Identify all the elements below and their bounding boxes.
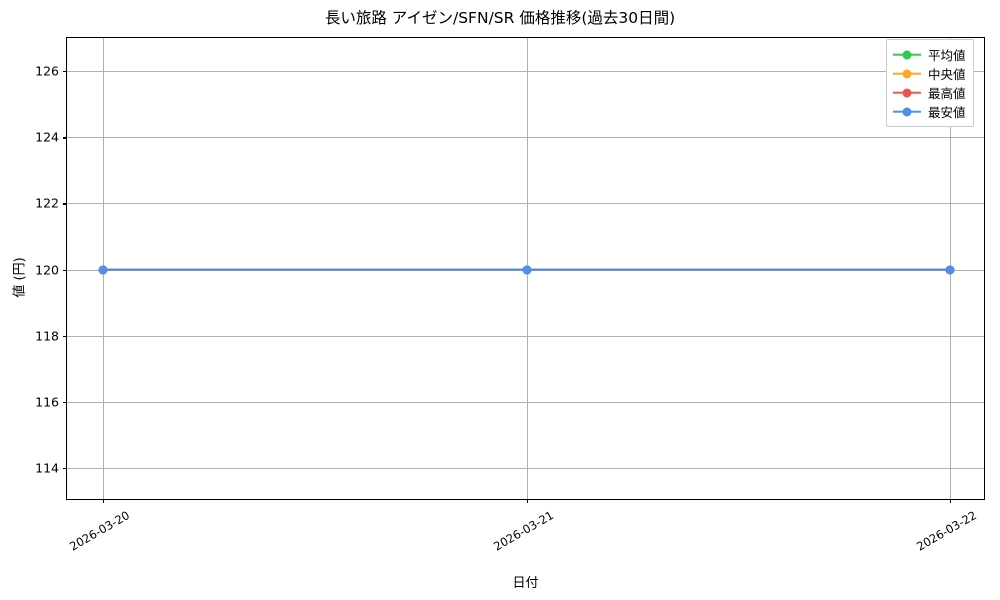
y-tick-label: 122 (35, 195, 59, 211)
y-tick-label: 118 (35, 328, 59, 344)
x-tick-label: 2026-03-20 (67, 508, 132, 554)
y-tick-label: 120 (35, 262, 59, 277)
legend-item[interactable]: 中央値 (893, 64, 966, 83)
y-tick-label: 126 (35, 63, 59, 79)
x-tick-mark (526, 499, 528, 503)
gridline-horizontal (67, 401, 984, 403)
x-tick-mark (950, 499, 952, 503)
legend-swatch-icon (893, 68, 921, 80)
legend-item-label: 最安値 (928, 105, 966, 120)
series-data-point (98, 265, 108, 274)
y-axis-label: 値 (円) (12, 257, 28, 298)
legend-item-label: 最高値 (928, 86, 966, 101)
y-tick-label: 116 (35, 394, 59, 410)
y-tick-mark (63, 269, 67, 271)
y-tick-mark (63, 467, 67, 470)
x-tick-label: 2026-03-21 (490, 508, 556, 554)
gridline-horizontal (67, 137, 984, 139)
y-tick-mark (63, 335, 67, 337)
y-tick-mark (63, 401, 67, 404)
legend-swatch-icon (893, 87, 921, 99)
y-tick-mark (63, 137, 67, 139)
legend-swatch-icon (893, 106, 921, 118)
legend-item-label: 中央値 (928, 67, 966, 82)
x-tick-label: 2026-03-22 (914, 508, 979, 554)
gridline-horizontal (67, 203, 984, 205)
legend-swatch-icon (893, 49, 921, 61)
chart-legend: 平均値中央値最高値最安値 (886, 39, 974, 127)
legend-item-label: 平均値 (928, 48, 966, 63)
legend-item[interactable]: 最高値 (893, 83, 966, 102)
legend-item[interactable]: 平均値 (893, 45, 966, 64)
plot-area: 114 116 118 120 122 124 126 2026-03-20 2026-03-… (35, 37, 985, 554)
gridline-horizontal (67, 467, 984, 469)
y-tick-mark (63, 203, 67, 205)
series-line-segment (103, 268, 527, 271)
series-line-segment (526, 268, 950, 271)
y-tick-mark (63, 71, 67, 73)
chart-title: 長い旅路 アイゼン/SFN/SR 価格推移(過去30日間) (324, 9, 676, 27)
legend-item[interactable]: 最安値 (893, 102, 966, 121)
y-tick-label: 114 (35, 460, 59, 476)
gridline-horizontal (67, 71, 984, 73)
series-data-point (522, 265, 531, 274)
x-tick-mark (103, 499, 105, 503)
y-tick-label: 124 (35, 129, 59, 145)
gridline-horizontal (67, 335, 984, 337)
x-axis-label: 日付 (512, 576, 539, 591)
series-data-point (945, 265, 955, 274)
